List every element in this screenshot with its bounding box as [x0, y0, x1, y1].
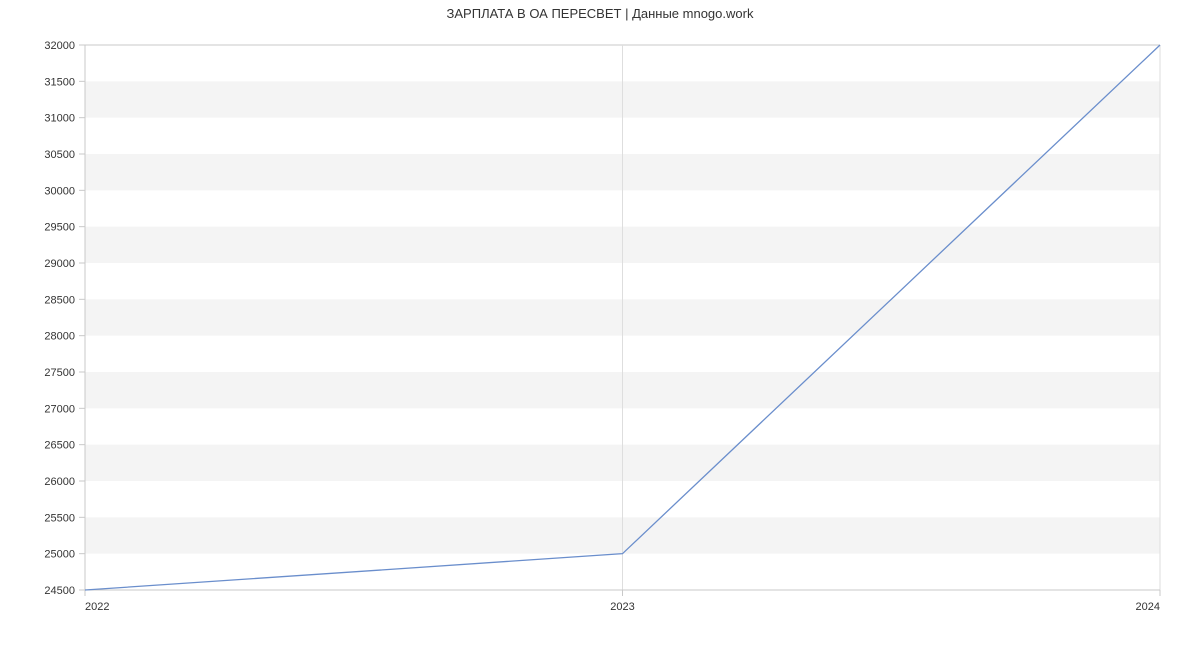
salary-chart: ЗАРПЛАТА В ОА ПЕРЕСВЕТ | Данные mnogo.wo… — [0, 0, 1200, 650]
svg-text:26500: 26500 — [44, 440, 75, 452]
svg-text:31000: 31000 — [44, 113, 75, 125]
svg-text:29000: 29000 — [44, 258, 75, 270]
svg-text:2023: 2023 — [610, 601, 634, 613]
svg-text:2024: 2024 — [1136, 601, 1160, 613]
svg-text:2022: 2022 — [85, 601, 109, 613]
svg-text:30000: 30000 — [44, 185, 75, 197]
svg-text:27500: 27500 — [44, 367, 75, 379]
svg-text:32000: 32000 — [44, 40, 75, 52]
chart-svg: 24500 25000 25500 26000 26500 27000 27500 28000… — [0, 0, 1200, 650]
svg-text:26000: 26000 — [44, 476, 75, 488]
svg-text:27000: 27000 — [44, 403, 75, 415]
chart-title: ЗАРПЛАТА В ОА ПЕРЕСВЕТ | Данные mnogo.wo… — [0, 6, 1200, 21]
svg-text:28500: 28500 — [44, 294, 75, 306]
svg-text:30500: 30500 — [44, 149, 75, 161]
svg-text:24500: 24500 — [44, 585, 75, 597]
svg-text:28000: 28000 — [44, 331, 75, 343]
svg-text:31500: 31500 — [44, 76, 75, 88]
svg-text:25500: 25500 — [44, 512, 75, 524]
svg-text:29500: 29500 — [44, 222, 75, 234]
svg-text:25000: 25000 — [44, 549, 75, 561]
